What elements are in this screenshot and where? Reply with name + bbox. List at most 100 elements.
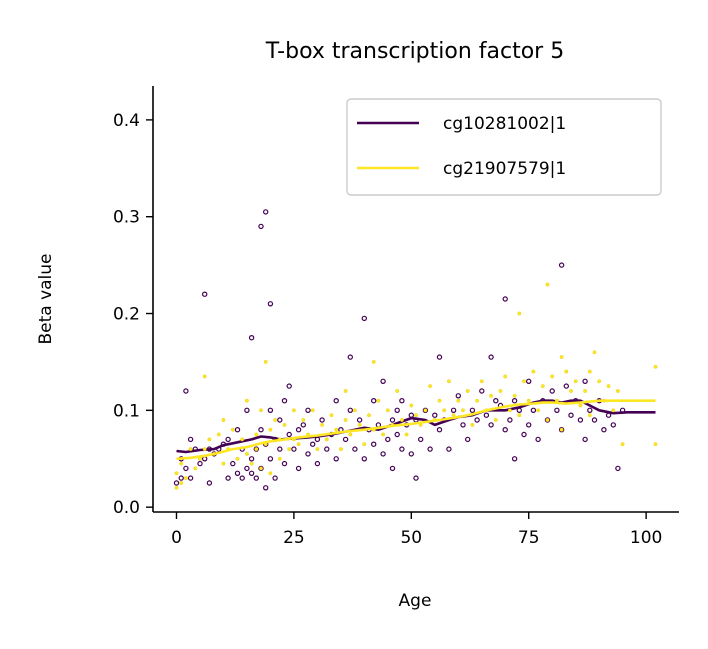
data-point — [479, 379, 484, 384]
data-point — [291, 446, 297, 452]
data-point — [277, 417, 283, 423]
data-point — [474, 417, 480, 423]
x-axis-label: Age — [399, 591, 432, 611]
data-point — [371, 398, 377, 404]
data-point — [320, 422, 324, 427]
data-point — [281, 398, 288, 404]
data-point — [202, 374, 207, 379]
data-point — [408, 412, 414, 418]
data-point — [253, 475, 259, 481]
data-point — [356, 417, 363, 423]
data-point — [493, 398, 499, 404]
data-point — [558, 262, 565, 268]
y-tick-label: 0.3 — [113, 208, 140, 228]
data-point — [329, 413, 334, 418]
trend-line — [176, 399, 656, 454]
y-tick-label: 0.4 — [113, 111, 140, 131]
data-point — [179, 481, 184, 485]
data-point — [315, 447, 320, 451]
data-point — [333, 398, 339, 404]
data-point — [620, 442, 625, 447]
data-point — [380, 451, 386, 457]
data-point — [503, 374, 508, 379]
data-point — [399, 446, 405, 452]
x-tick-label: 25 — [283, 528, 305, 548]
data-point — [230, 427, 235, 432]
data-point — [352, 408, 357, 413]
data-point — [263, 209, 269, 215]
y-axis-label: Beta value — [36, 253, 56, 344]
data-point — [475, 398, 479, 403]
data-point — [371, 359, 376, 364]
data-point — [380, 378, 386, 384]
data-point — [295, 427, 302, 433]
data-point — [465, 436, 471, 443]
data-point — [300, 422, 306, 428]
data-point — [418, 436, 424, 443]
data-point — [521, 431, 527, 438]
data-point — [455, 393, 461, 399]
data-point — [183, 476, 188, 480]
data-point — [178, 475, 184, 481]
data-point — [522, 379, 526, 384]
data-point — [259, 408, 263, 413]
data-point — [545, 418, 550, 422]
plot-area — [173, 209, 658, 491]
data-point — [206, 480, 213, 486]
data-point — [550, 374, 555, 379]
data-point — [174, 471, 179, 476]
data-point — [376, 398, 381, 403]
data-point — [287, 447, 292, 451]
data-point — [197, 460, 203, 467]
data-point — [277, 456, 282, 461]
data-point — [587, 407, 593, 413]
data-point — [338, 447, 343, 451]
data-point — [436, 427, 443, 433]
data-point — [295, 465, 302, 472]
data-point — [248, 470, 255, 476]
data-point — [207, 437, 212, 442]
data-point — [187, 436, 194, 443]
data-point — [395, 389, 400, 393]
data-point — [389, 417, 396, 423]
data-point — [258, 223, 264, 230]
data-point — [324, 437, 329, 442]
data-point — [526, 378, 532, 384]
data-point — [517, 413, 522, 418]
data-point — [286, 383, 292, 389]
data-point — [611, 408, 616, 413]
data-point — [267, 456, 274, 462]
data-point — [254, 447, 259, 451]
data-point — [234, 427, 241, 433]
data-point — [273, 418, 277, 422]
data-point — [282, 422, 287, 427]
data-point — [249, 461, 254, 466]
data-point — [446, 446, 452, 452]
data-point — [517, 311, 522, 316]
data-point — [427, 446, 433, 452]
data-point — [507, 408, 512, 413]
data-point — [244, 451, 249, 456]
data-point — [385, 436, 391, 443]
data-point — [470, 422, 475, 427]
data-point — [258, 427, 264, 433]
axes — [152, 86, 679, 513]
data-point — [244, 407, 250, 413]
data-point — [319, 417, 325, 423]
data-point — [456, 398, 461, 403]
y-tick-label: 0.1 — [113, 401, 140, 421]
data-point — [248, 335, 255, 341]
data-point — [281, 460, 288, 467]
data-point — [362, 442, 367, 447]
data-point — [428, 384, 432, 388]
data-point — [357, 422, 362, 427]
y-ticks: 0.0 0.1 0.2 0.3 0.4 — [113, 111, 153, 518]
data-point — [348, 432, 353, 437]
data-point — [173, 480, 180, 486]
data-point — [587, 369, 592, 374]
data-point — [347, 407, 353, 413]
data-point — [511, 456, 518, 462]
data-point — [235, 456, 240, 461]
data-point — [371, 441, 377, 447]
